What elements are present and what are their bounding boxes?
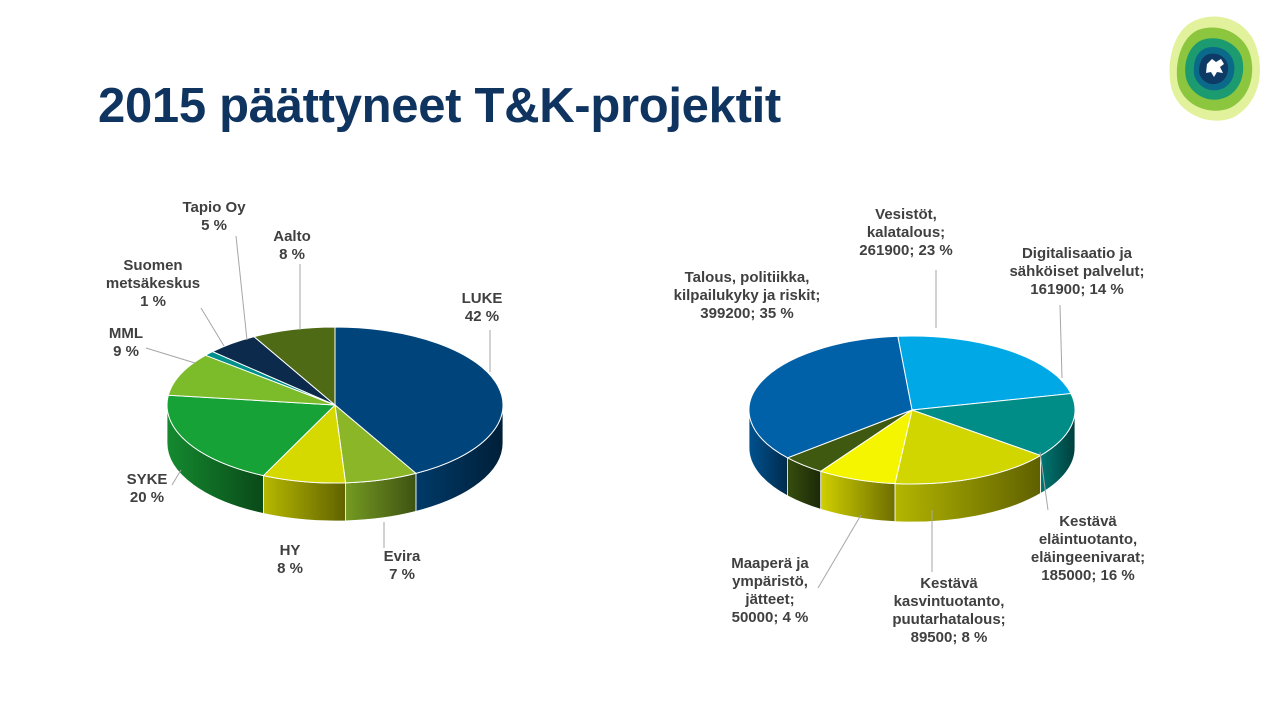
finnish-lion-emblem-icon: [1166, 12, 1266, 124]
data-label: LUKE 42 %: [462, 290, 503, 325]
data-label: Suomen metsäkeskus 1 %: [106, 257, 200, 310]
pie-slice: [166, 394, 337, 477]
data-label: Aalto 8 %: [273, 228, 311, 263]
data-label: HY 8 %: [277, 542, 303, 577]
pie-slice: [253, 326, 336, 407]
pie-slice: [911, 393, 1076, 457]
data-label: Kestävä eläintuotanto, eläingeenivarat; 185…: [1031, 513, 1145, 584]
pie-slice: [334, 326, 504, 474]
pie-chart-2: Vesistöt, kalatalous; 261900; 23 % Digitali…: [674, 206, 1145, 646]
data-label: Evira 7 %: [384, 548, 421, 583]
pie-side-walls: [748, 409, 1076, 523]
pie-side-walls: [166, 404, 504, 522]
leader-line: [145, 347, 196, 364]
pie-chart-1: LUKE 42 % Evira 7 % HY 8 % SYKE 20 % MML 9 % Suome…: [106, 199, 504, 583]
data-label: Maaperä ja ympäristö, jätteet; 50000; 4 %: [731, 555, 809, 626]
leader-line: [235, 235, 248, 341]
data-label: Digitalisaatio ja sähköiset palvelut; 1619…: [1009, 245, 1144, 298]
pie-slice: [748, 335, 913, 459]
leader-line: [200, 307, 225, 347]
leader-line: [1039, 451, 1049, 511]
data-label: Talous, politiikka, kilpailukyky ja riski…: [674, 269, 821, 322]
data-label: Vesistöt, kalatalous; 261900; 23 %: [859, 206, 952, 259]
data-label: MML 9 %: [109, 325, 143, 360]
data-label: Tapio Oy 5 %: [182, 199, 246, 234]
page-title: 2015 päättyneet T&K-projektit: [98, 79, 781, 133]
pie-slice: [167, 354, 336, 406]
leader-line: [817, 514, 862, 589]
pie-slice: [894, 409, 1042, 485]
pie-slice: [897, 335, 1072, 411]
data-label: SYKE 20 %: [127, 471, 168, 506]
leader-line: [1059, 304, 1063, 379]
leader-line: [171, 469, 182, 486]
data-label: Kestävä kasvintuotanto, puutarhatalous; 895…: [892, 575, 1005, 646]
